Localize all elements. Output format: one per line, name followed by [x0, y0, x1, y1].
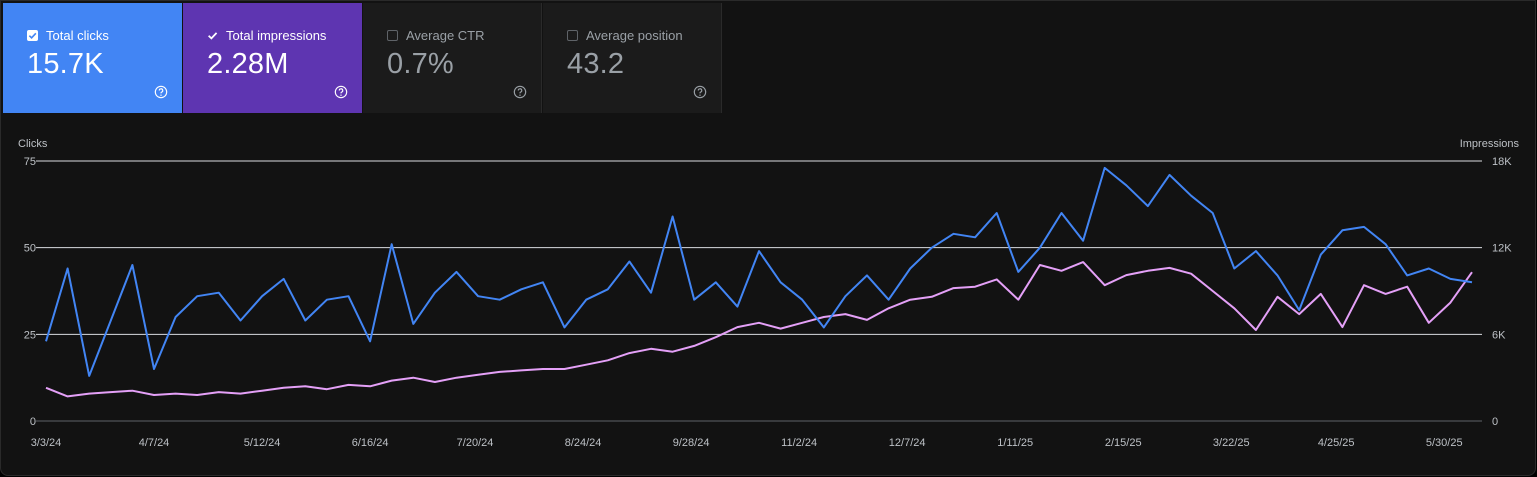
card-average-position[interactable]: Average position 43.2 — [543, 3, 722, 113]
checkbox-icon[interactable] — [387, 29, 398, 41]
y-right-tick-label: 6K — [1492, 329, 1506, 341]
x-tick-label: 7/20/24 — [457, 437, 494, 449]
x-tick-label: 3/22/25 — [1213, 437, 1250, 449]
x-tick-label: 2/15/25 — [1105, 437, 1142, 449]
card-value: 2.28M — [207, 48, 289, 80]
card-label: Total impressions — [226, 27, 327, 43]
y-left-tick-label: 25 — [24, 329, 36, 341]
card-label: Total clicks — [46, 27, 109, 43]
x-tick-label: 5/30/25 — [1426, 437, 1463, 449]
x-ticks: 3/3/24 4/7/24 5/12/24 6/16/24 7/20/24 8/24/24… — [31, 437, 1463, 449]
help-circle-icon[interactable] — [513, 85, 527, 99]
check-icon[interactable] — [27, 29, 38, 41]
x-tick-label: 5/12/24 — [244, 437, 281, 449]
card-label: Average CTR — [406, 27, 485, 43]
x-tick-label: 4/7/24 — [139, 437, 170, 449]
y-left-tick-label: 50 — [24, 243, 36, 255]
card-label: Average position — [586, 27, 683, 43]
y-left-tick-label: 0 — [30, 416, 36, 428]
x-tick-label: 8/24/24 — [565, 437, 602, 449]
x-tick-label: 9/28/24 — [673, 437, 710, 449]
y-left-tick-label: 75 — [24, 156, 36, 168]
card-value: 0.7% — [387, 48, 454, 80]
card-header: Average position — [567, 27, 721, 43]
metric-cards: Total clicks 15.7K Total impressions 2.2… — [3, 3, 722, 113]
help-circle-icon[interactable] — [154, 85, 168, 99]
y-right-tick-label: 0 — [1492, 416, 1498, 428]
x-tick-label: 12/7/24 — [889, 437, 926, 449]
y-right-tick-label: 12K — [1492, 243, 1512, 255]
x-tick-label: 6/16/24 — [352, 437, 389, 449]
x-tick-label: 11/2/24 — [781, 437, 817, 449]
card-average-ctr[interactable]: Average CTR 0.7% — [363, 3, 542, 113]
x-tick-label: 4/25/25 — [1318, 437, 1355, 449]
y-axis-right-label: Impressions — [1460, 138, 1520, 150]
card-total-impressions[interactable]: Total impressions 2.28M — [183, 3, 362, 113]
help-circle-icon[interactable] — [693, 85, 707, 99]
series-line-clicks — [45, 166, 1473, 377]
x-tick-label: 1/11/25 — [997, 437, 1033, 449]
card-total-clicks[interactable]: Total clicks 15.7K — [3, 3, 182, 113]
card-header: Total impressions — [207, 27, 362, 43]
x-tick-label: 3/3/24 — [31, 437, 62, 449]
card-value: 15.7K — [27, 48, 104, 80]
help-circle-icon[interactable] — [334, 85, 348, 99]
performance-chart: Clicks Impressions 0 25 50 75 0 6K 12K 18K 3/3/… — [18, 138, 1520, 449]
series-line-impressions — [45, 261, 1473, 398]
y-axis-left-label: Clicks — [18, 138, 48, 150]
checkbox-icon[interactable] — [567, 29, 578, 41]
check-icon[interactable] — [207, 30, 218, 41]
card-header: Total clicks — [27, 27, 182, 43]
y-ticks: 0 25 50 75 0 6K 12K 18K — [24, 156, 1512, 428]
grid-lines — [36, 160, 1482, 422]
card-header: Average CTR — [387, 27, 541, 43]
card-value: 43.2 — [567, 48, 625, 80]
series-lines — [45, 166, 1473, 398]
y-right-tick-label: 18K — [1492, 156, 1512, 168]
